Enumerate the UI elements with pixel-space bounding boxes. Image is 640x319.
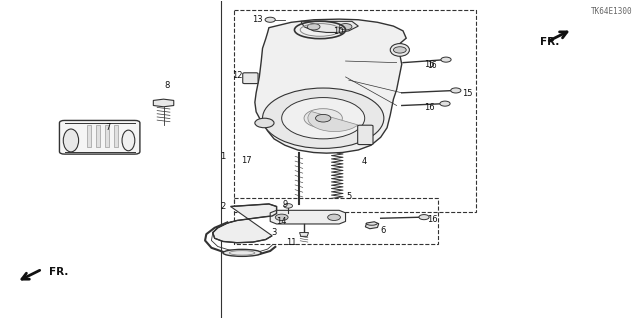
Circle shape	[262, 88, 384, 148]
Ellipse shape	[223, 249, 261, 256]
Text: 13: 13	[252, 15, 263, 24]
Circle shape	[275, 214, 288, 220]
Circle shape	[282, 98, 365, 139]
FancyBboxPatch shape	[358, 125, 373, 145]
Text: FR.: FR.	[540, 37, 560, 47]
Ellipse shape	[63, 129, 79, 152]
Polygon shape	[301, 21, 358, 33]
Circle shape	[316, 115, 331, 122]
Circle shape	[441, 57, 451, 62]
Text: 1: 1	[220, 152, 225, 161]
Text: 5: 5	[346, 192, 351, 202]
Text: 11: 11	[286, 238, 296, 247]
Circle shape	[419, 215, 429, 220]
Polygon shape	[300, 233, 308, 236]
Wedge shape	[308, 112, 358, 131]
Text: 14: 14	[276, 217, 287, 226]
Polygon shape	[154, 99, 173, 107]
Text: 17: 17	[241, 156, 252, 165]
Polygon shape	[365, 222, 379, 229]
Text: 8: 8	[164, 81, 170, 90]
Bar	[234, 10, 476, 212]
Circle shape	[394, 47, 406, 53]
Text: 16: 16	[424, 103, 435, 112]
FancyBboxPatch shape	[60, 121, 140, 154]
Text: 16: 16	[424, 60, 435, 69]
Circle shape	[440, 101, 450, 106]
Text: 15: 15	[461, 89, 472, 98]
Text: 16: 16	[428, 61, 437, 70]
Text: FR.: FR.	[49, 267, 68, 277]
Text: TK64E1300: TK64E1300	[591, 7, 633, 16]
Polygon shape	[255, 19, 406, 153]
Ellipse shape	[122, 130, 135, 151]
Text: 9: 9	[282, 200, 287, 209]
Circle shape	[304, 109, 342, 128]
Text: 6: 6	[380, 226, 385, 235]
Circle shape	[339, 24, 352, 30]
Circle shape	[284, 204, 292, 208]
Circle shape	[451, 88, 461, 93]
Circle shape	[328, 214, 340, 220]
Text: 16: 16	[427, 215, 438, 224]
Bar	[114, 124, 118, 147]
Bar	[96, 124, 100, 147]
Bar	[234, 197, 438, 244]
Text: 3: 3	[271, 228, 276, 237]
Circle shape	[255, 118, 274, 128]
Bar	[87, 124, 92, 147]
Text: 10: 10	[333, 27, 343, 36]
Ellipse shape	[390, 44, 410, 56]
FancyBboxPatch shape	[243, 73, 258, 84]
Bar	[105, 124, 109, 147]
Text: 7: 7	[106, 122, 111, 132]
Text: 2: 2	[220, 202, 225, 211]
Circle shape	[307, 24, 320, 30]
Polygon shape	[212, 204, 276, 243]
Text: 4: 4	[362, 157, 367, 166]
Circle shape	[265, 17, 275, 22]
Polygon shape	[270, 210, 346, 224]
Text: 12: 12	[232, 71, 242, 80]
